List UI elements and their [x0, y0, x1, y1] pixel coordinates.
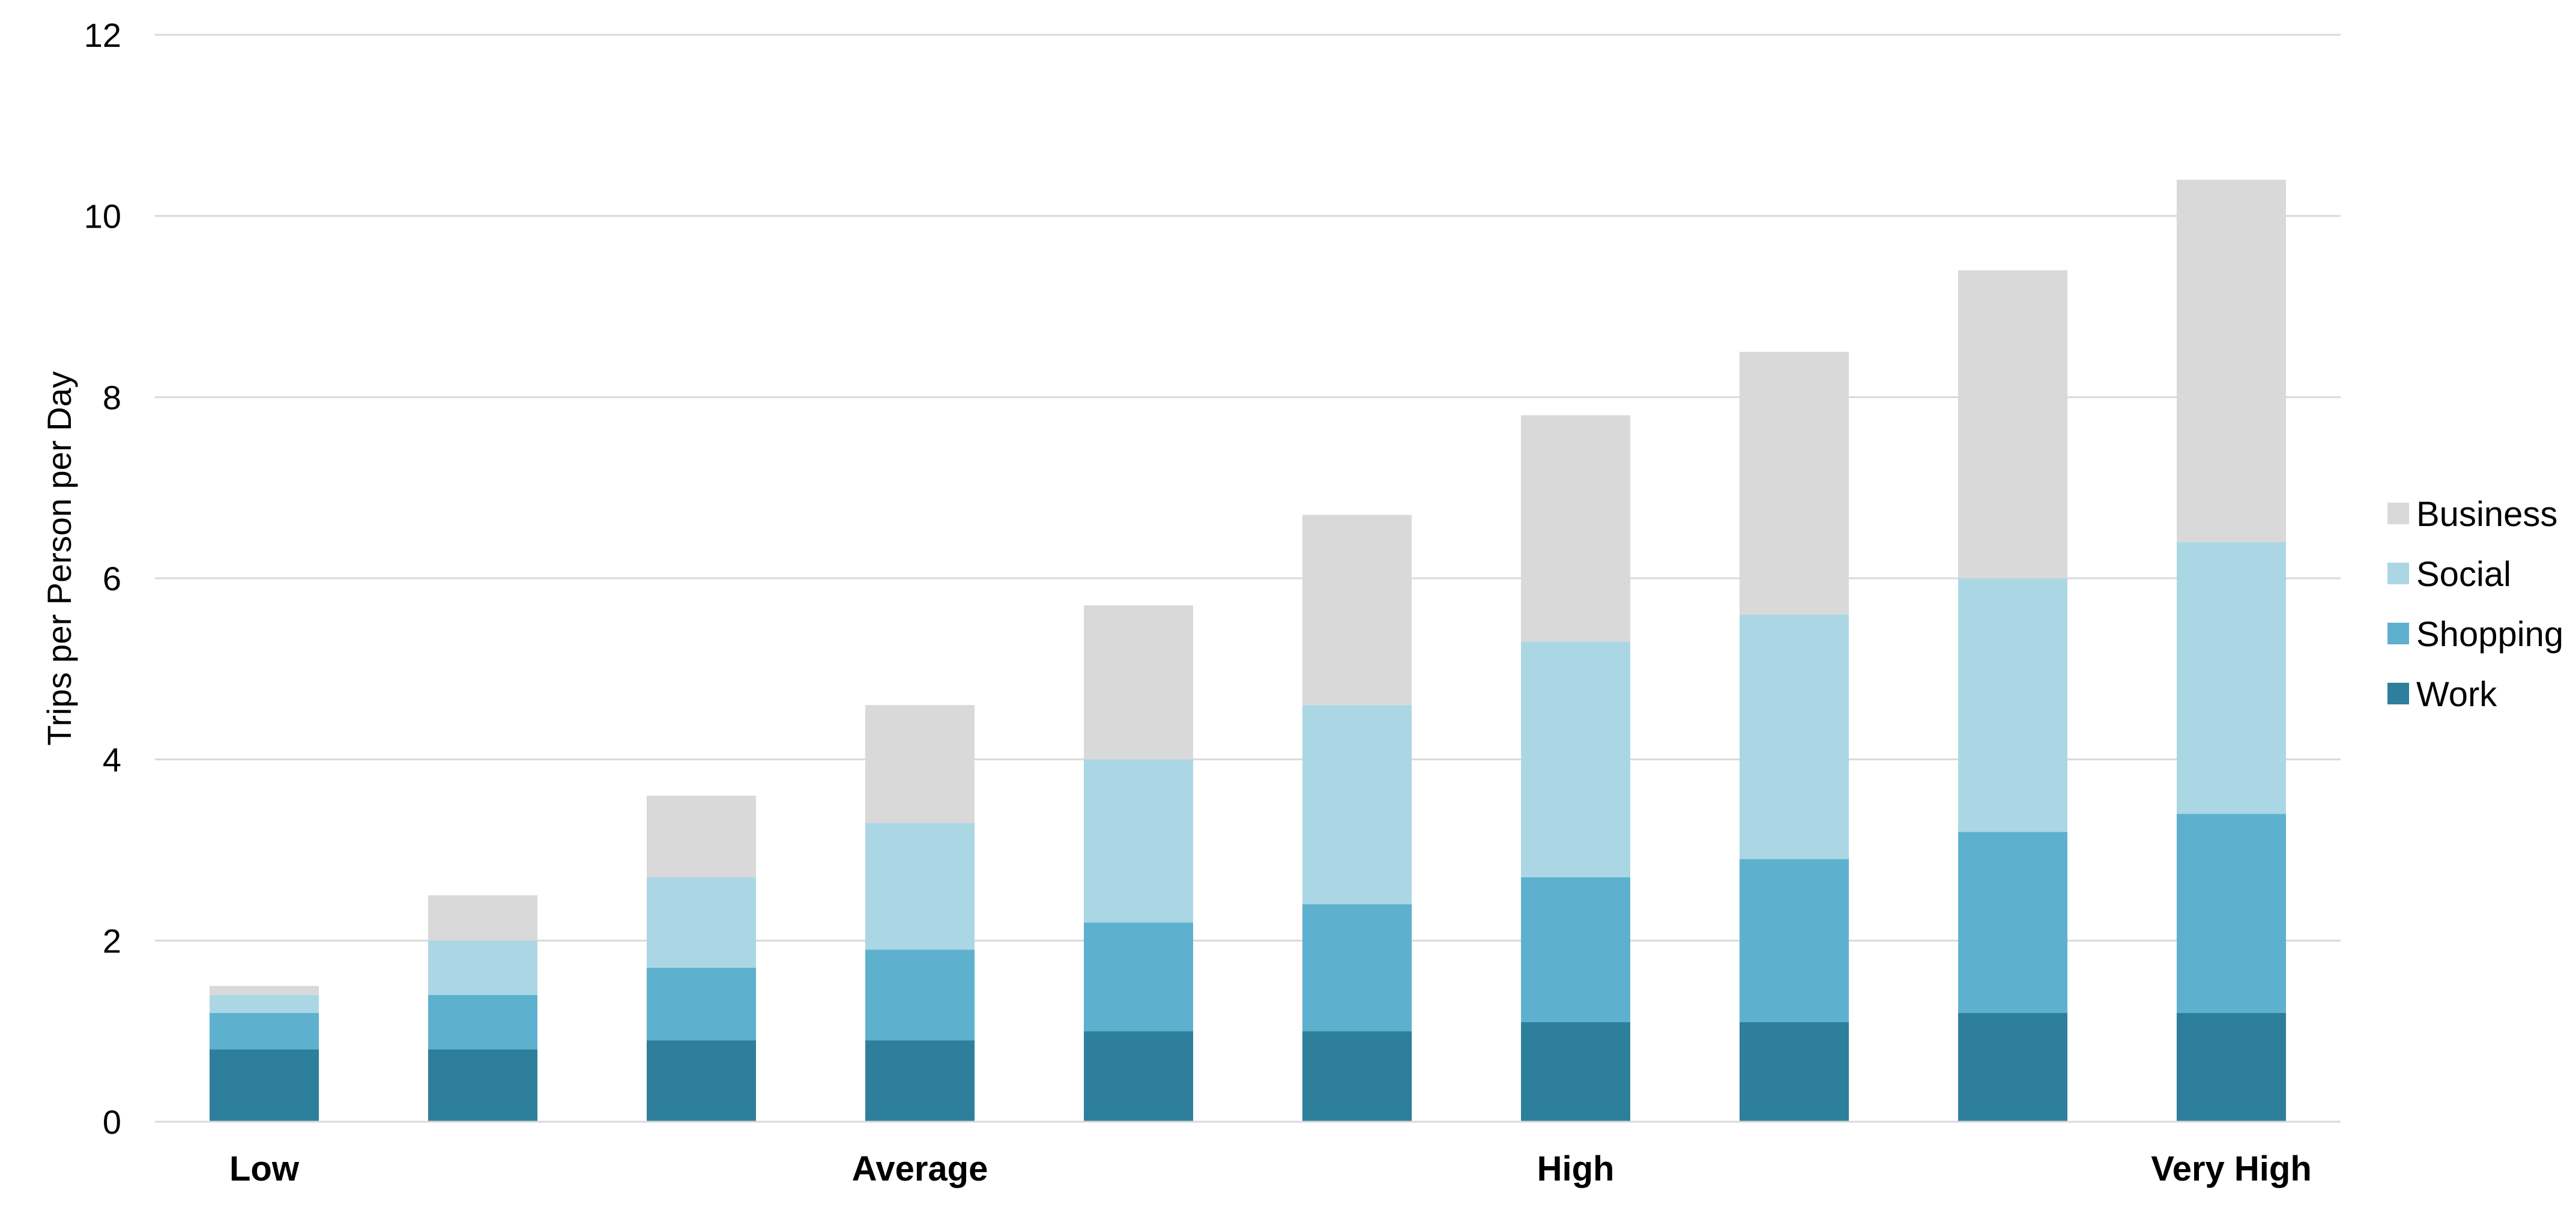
bar-segment-shopping — [865, 949, 975, 1041]
x-category-label: Low — [229, 1149, 300, 1188]
bar-segment-work — [1740, 1022, 1849, 1122]
x-category-label: High — [1537, 1149, 1615, 1188]
bar-segment-social — [1084, 759, 1193, 923]
legend-swatch-work — [2387, 683, 2409, 704]
bar-segment-work — [210, 1049, 319, 1122]
bars — [210, 180, 2286, 1122]
bar-segment-shopping — [647, 967, 756, 1041]
legend: Business Social Shopping Work — [2387, 495, 2563, 714]
bar-segment-business — [1521, 415, 1630, 642]
bar-segment-business — [1958, 270, 2067, 579]
legend-swatch-business — [2387, 503, 2409, 524]
y-tick-label: 10 — [84, 198, 121, 235]
y-tick-label: 0 — [103, 1103, 121, 1141]
bar-segment-business — [865, 705, 975, 823]
bar-segment-social — [1302, 705, 1412, 904]
bar-segment-work — [1302, 1031, 1412, 1122]
bar-segment-social — [428, 940, 537, 995]
legend-label-business: Business — [2416, 495, 2557, 534]
bar-segment-shopping — [2177, 814, 2286, 1013]
bar-segment-shopping — [1084, 922, 1193, 1032]
x-category-label: Very High — [2151, 1149, 2312, 1188]
bar-segment-social — [210, 994, 319, 1013]
bar-segment-work — [647, 1040, 756, 1122]
bar-segment-business — [1302, 515, 1412, 706]
legend-swatch-social — [2387, 563, 2409, 584]
bar-segment-shopping — [1521, 877, 1630, 1023]
x-category-label: Average — [852, 1149, 988, 1188]
y-axis-title: Trips per Person per Day — [40, 371, 78, 746]
x-axis-category-labels: Low Average High Very High — [229, 1149, 2312, 1188]
bar-segment-work — [865, 1040, 975, 1122]
bar-segment-social — [1958, 578, 2067, 832]
y-tick-label: 8 — [103, 378, 121, 416]
y-tick-label: 6 — [103, 560, 121, 597]
bar-segment-work — [428, 1049, 537, 1122]
legend-label-social: Social — [2416, 555, 2511, 594]
bar-segment-shopping — [428, 994, 537, 1050]
bar-segment-work — [2177, 1013, 2286, 1122]
bar-segment-shopping — [1740, 859, 1849, 1023]
legend-swatch-shopping — [2387, 623, 2409, 644]
bar-segment-business — [1740, 351, 1849, 615]
bar-segment-business — [2177, 180, 2286, 542]
bar-segment-business — [1084, 605, 1193, 760]
bar-segment-social — [647, 877, 756, 968]
bar-segment-business — [647, 796, 756, 877]
bar-segment-social — [1521, 641, 1630, 877]
bar-segment-work — [1521, 1022, 1630, 1122]
legend-label-shopping: Shopping — [2416, 615, 2563, 654]
bar-segment-social — [1740, 614, 1849, 859]
y-tick-label: 2 — [103, 922, 121, 960]
bar-segment-shopping — [1302, 904, 1412, 1032]
bar-segment-business — [210, 985, 319, 995]
legend-label-work: Work — [2416, 675, 2497, 714]
bar-segment-business — [428, 895, 537, 941]
y-axis-ticks: 0 2 4 6 8 10 12 — [84, 16, 121, 1141]
bar-segment-social — [2177, 542, 2286, 814]
bar-segment-work — [1084, 1031, 1193, 1122]
bar-segment-shopping — [1958, 832, 2067, 1013]
bar-segment-social — [865, 823, 975, 950]
bar-segment-shopping — [210, 1013, 319, 1050]
y-tick-label: 4 — [103, 741, 121, 779]
bar-segment-work — [1958, 1013, 2067, 1122]
y-tick-label: 12 — [84, 16, 121, 54]
